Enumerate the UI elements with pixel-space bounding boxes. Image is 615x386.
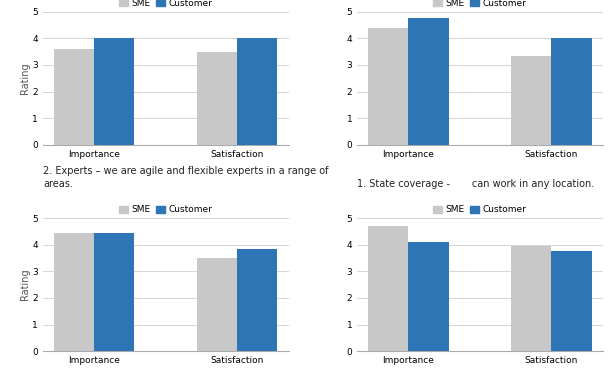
- Legend: SME, Customer: SME, Customer: [119, 205, 213, 214]
- Legend: SME, Customer: SME, Customer: [433, 0, 527, 8]
- Legend: SME, Customer: SME, Customer: [433, 205, 527, 214]
- Bar: [94, 38, 134, 145]
- Text: 2. Experts – we are agile and flexible experts in a range of
areas.: 2. Experts – we are agile and flexible e…: [43, 166, 328, 190]
- Bar: [237, 38, 277, 145]
- Bar: [408, 18, 448, 145]
- Bar: [54, 49, 94, 145]
- Bar: [552, 38, 592, 145]
- Bar: [552, 251, 592, 351]
- Bar: [237, 249, 277, 351]
- Bar: [368, 27, 408, 145]
- Y-axis label: Rating: Rating: [20, 63, 30, 94]
- Bar: [408, 242, 448, 351]
- Text: 1. State coverage -       can work in any location.: 1. State coverage - can work in any loca…: [357, 179, 595, 190]
- Bar: [197, 258, 237, 351]
- Legend: SME, Customer: SME, Customer: [119, 0, 213, 8]
- Bar: [512, 246, 552, 351]
- Bar: [54, 233, 94, 351]
- Bar: [368, 226, 408, 351]
- Y-axis label: Rating: Rating: [20, 269, 30, 300]
- Bar: [512, 56, 552, 145]
- Bar: [94, 233, 134, 351]
- Bar: [197, 52, 237, 145]
